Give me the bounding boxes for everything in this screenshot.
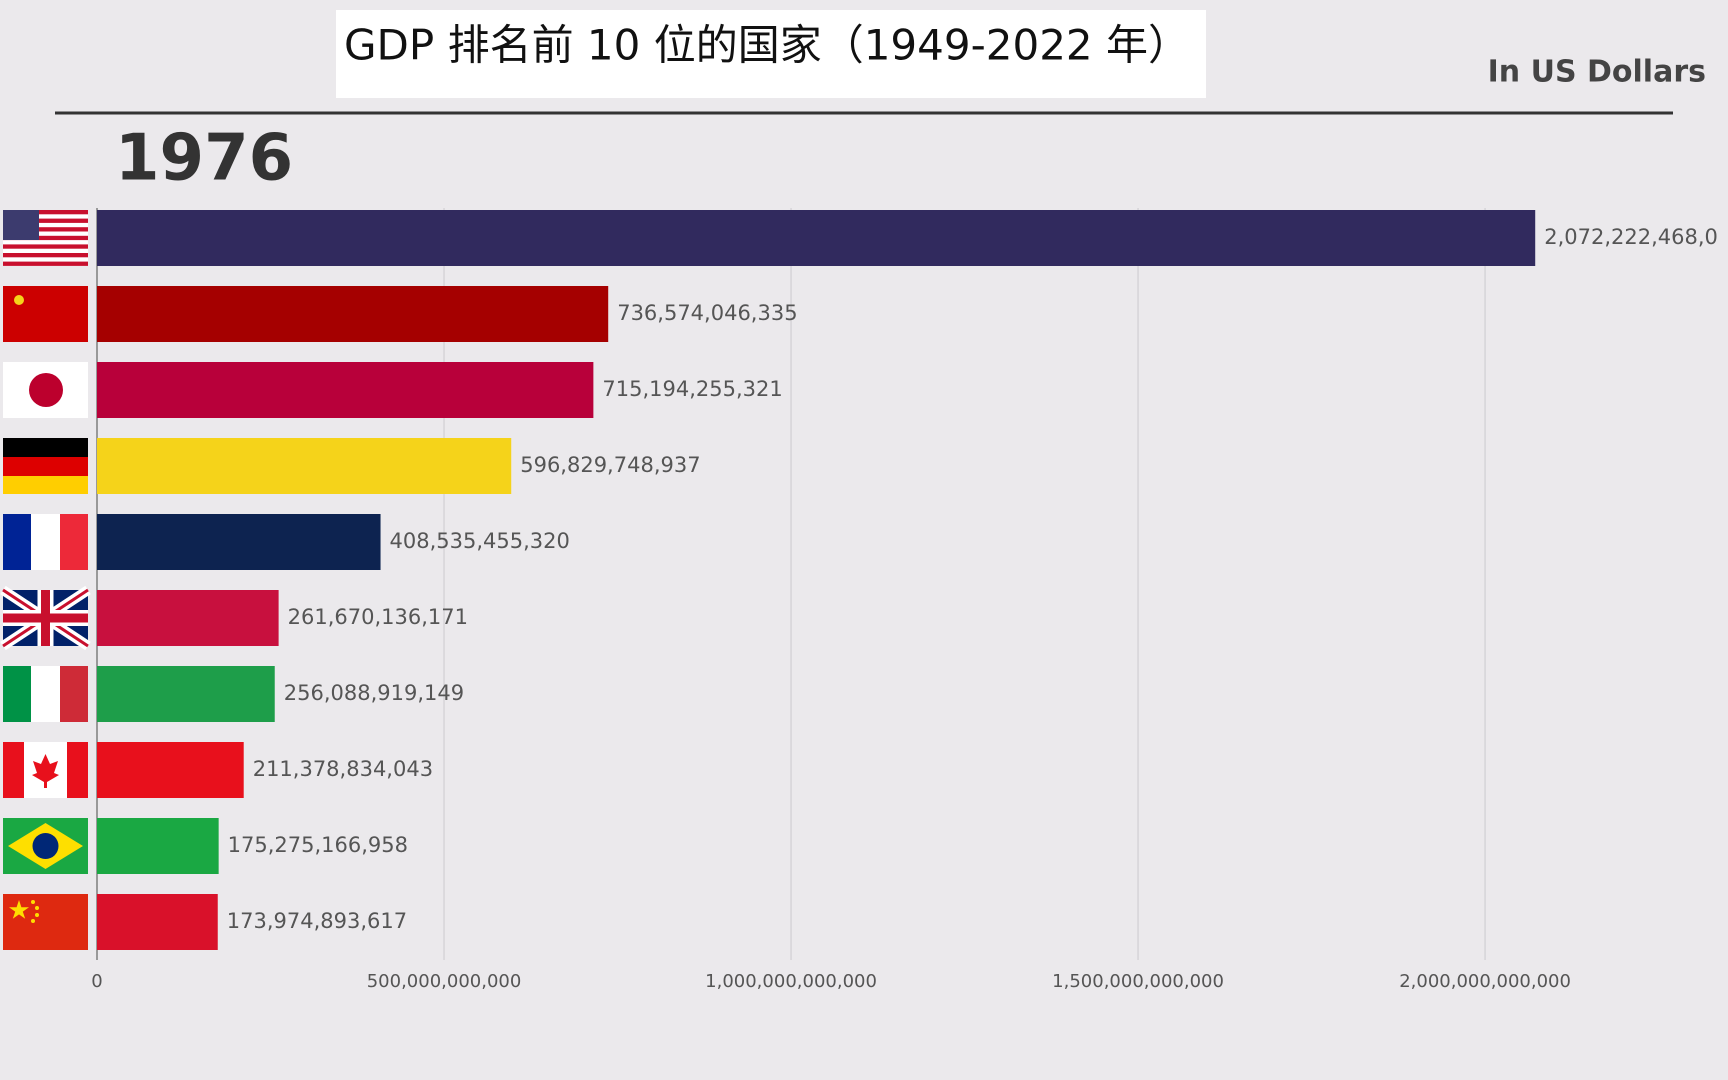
bar <box>97 362 594 418</box>
flags <box>0 210 91 950</box>
value-label: 173,974,893,617 <box>227 909 407 933</box>
bar <box>97 894 218 950</box>
bar <box>97 666 275 722</box>
value-label: 596,829,748,937 <box>520 453 700 477</box>
x-tick-label: 500,000,000,000 <box>367 971 522 992</box>
bar <box>97 818 219 874</box>
flag-italy <box>3 666 88 722</box>
x-tick-label: 2,000,000,000,000 <box>1399 971 1571 992</box>
bars: United StatesSoviet UnionJapanWest Germa… <box>97 210 1718 950</box>
flag-canada <box>3 742 88 798</box>
value-label: 261,670,136,171 <box>288 605 468 629</box>
subtitle: In US Dollars <box>1488 55 1706 90</box>
value-label: 2,072,222,468,0 <box>1544 225 1718 249</box>
bar <box>97 210 1536 266</box>
value-label: 715,194,255,321 <box>602 377 782 401</box>
x-tick-label: 1,500,000,000,000 <box>1052 971 1224 992</box>
bar <box>97 514 381 570</box>
bar <box>97 590 279 646</box>
value-label: 211,378,834,043 <box>253 757 433 781</box>
x-tick-label: 0 <box>91 971 102 992</box>
flag-france <box>3 514 88 570</box>
flag-us <box>3 210 88 266</box>
value-label: 175,275,166,958 <box>228 833 408 857</box>
year-label: 1976 <box>115 122 293 196</box>
flag-japan <box>3 362 88 418</box>
value-label: 256,088,919,149 <box>284 681 464 705</box>
flag-brazil <box>3 818 88 874</box>
flag-uk <box>0 585 91 651</box>
chart-title: GDP 排名前 10 位的国家（1949-2022 年） <box>344 21 1190 70</box>
bar <box>97 438 512 494</box>
bar <box>97 742 244 798</box>
value-label: 408,535,455,320 <box>390 529 570 553</box>
flag-china <box>3 894 88 950</box>
bar <box>97 286 609 342</box>
flag-germany <box>3 438 88 494</box>
grid: 0 500,000,000,000 1,000,000,000,000 1,500,0… <box>91 208 1571 992</box>
title-box <box>336 10 1206 98</box>
x-tick-label: 1,000,000,000,000 <box>705 971 877 992</box>
value-label: 736,574,046,335 <box>617 301 797 325</box>
flag-ussr <box>3 286 88 342</box>
